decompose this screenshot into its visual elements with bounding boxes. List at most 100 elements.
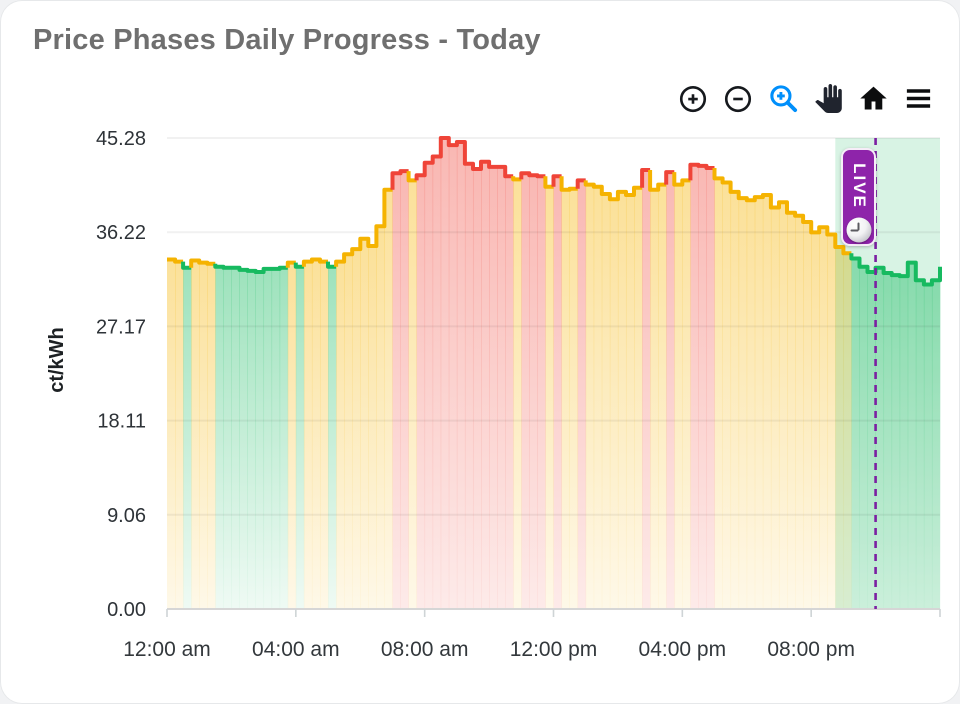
x-tick-label: 08:00 pm xyxy=(767,638,855,661)
y-tick-label: 27.17 xyxy=(96,316,146,338)
home-button[interactable] xyxy=(857,84,889,116)
area-fill-segment xyxy=(424,162,434,609)
price-step-run xyxy=(406,171,417,183)
area-fill-segment xyxy=(400,171,409,609)
area-fill-segment xyxy=(416,175,426,609)
zoom-out-button[interactable] xyxy=(722,84,754,116)
price-step-run xyxy=(640,168,651,188)
pan-button[interactable] xyxy=(812,84,844,116)
area-fill-segment xyxy=(263,268,273,609)
area-fill-segment xyxy=(384,189,393,609)
area-fill-segment xyxy=(891,275,901,609)
area-fill-segment xyxy=(899,276,909,609)
y-axis-title: ct/kWh xyxy=(46,327,68,393)
area-fill-segment xyxy=(682,180,691,609)
area-fill-segment xyxy=(609,199,619,609)
area-fill-segment xyxy=(915,280,925,609)
live-badge-label: LIVE xyxy=(849,163,869,209)
home-icon xyxy=(858,83,889,117)
price-step-run xyxy=(511,176,522,182)
price-step-run xyxy=(575,178,586,189)
price-step-run xyxy=(551,174,562,187)
area-fill-segment xyxy=(287,262,297,609)
price-step-run xyxy=(672,172,691,187)
area-fill-segment xyxy=(408,180,418,609)
area-fill-segment xyxy=(489,166,498,609)
area-fill-segment xyxy=(875,267,885,609)
area-fill-segment xyxy=(497,166,506,609)
area-fill-segment xyxy=(811,232,820,609)
area-fill-segment xyxy=(448,145,458,610)
menu-button[interactable] xyxy=(902,84,934,116)
area-fill-segment xyxy=(787,212,796,609)
price-step-run xyxy=(293,262,304,269)
price-step-run xyxy=(849,253,942,287)
area-fill-segment xyxy=(698,165,707,610)
price-step-run xyxy=(334,187,393,267)
page-title: Price Phases Daily Progress - Today xyxy=(33,24,541,56)
x-tick-label: 12:00 pm xyxy=(510,638,598,661)
area-fill-segment xyxy=(674,184,683,609)
area-fill-segment xyxy=(907,262,917,609)
area-fills xyxy=(167,138,941,610)
area-fill-segment xyxy=(392,173,401,609)
price-step-run xyxy=(414,136,514,181)
area-fill-segment xyxy=(722,182,732,609)
area-fill-segment xyxy=(472,168,482,609)
zoom-in-button[interactable] xyxy=(677,84,709,116)
area-fill-segment xyxy=(642,170,651,610)
selection-zoom-button[interactable] xyxy=(767,84,799,116)
area-fill-segment xyxy=(827,234,836,609)
area-fill-segment xyxy=(368,245,377,609)
area-fill-segment xyxy=(255,271,265,609)
y-tick-label: 45.28 xyxy=(96,128,146,150)
area-fill-segment xyxy=(706,167,715,610)
area-fill-segment xyxy=(778,202,788,610)
area-fill-segment xyxy=(617,191,627,609)
area-fill-segment xyxy=(223,267,232,609)
area-fill-segment xyxy=(650,189,659,609)
y-tick-label: 36.22 xyxy=(96,222,146,244)
area-fill-segment xyxy=(191,260,200,609)
area-fill-segment xyxy=(585,184,595,609)
area-fill-segment xyxy=(231,267,240,609)
area-fill-segment xyxy=(843,253,852,609)
area-fill-segment xyxy=(464,163,474,609)
area-fill-segment xyxy=(295,266,305,609)
area-fill-segment xyxy=(360,238,369,610)
price-step-run xyxy=(688,162,715,181)
area-fill-segment xyxy=(577,180,587,609)
area-fill-segment xyxy=(746,200,756,610)
zoom-in-icon xyxy=(678,84,708,117)
y-tick-label: 0.00 xyxy=(107,599,146,621)
area-fill-segment xyxy=(738,198,748,609)
chart-toolbar xyxy=(677,84,934,116)
gridlines xyxy=(167,137,940,516)
area-fill-segment xyxy=(569,188,579,610)
area-fill-segment xyxy=(481,161,490,609)
area-fill-segment xyxy=(819,227,828,610)
area-fill-segment xyxy=(167,259,176,609)
area-fill-segment xyxy=(303,261,313,609)
area-fill-segment xyxy=(344,254,353,609)
zoom-out-icon xyxy=(723,84,753,117)
area-fill-segment xyxy=(432,156,442,610)
area-fill-segment xyxy=(239,269,248,609)
area-fill-segment xyxy=(513,179,522,610)
area-fill-segment xyxy=(658,184,667,609)
area-fill-segment xyxy=(730,191,740,609)
area-fill-segment xyxy=(762,195,772,609)
price-step-run xyxy=(390,169,409,190)
selection-zoom-icon xyxy=(768,83,799,117)
area-fill-segment xyxy=(336,261,345,609)
area-fill-segment xyxy=(328,266,337,609)
price-step-run xyxy=(543,176,554,189)
area-fill-segment xyxy=(505,176,514,609)
area-fill-segment xyxy=(553,176,562,609)
area-fill-segment xyxy=(634,187,643,609)
area-fill-segment xyxy=(859,266,868,609)
area-fill-segment xyxy=(311,259,321,609)
price-step-run xyxy=(189,258,216,268)
